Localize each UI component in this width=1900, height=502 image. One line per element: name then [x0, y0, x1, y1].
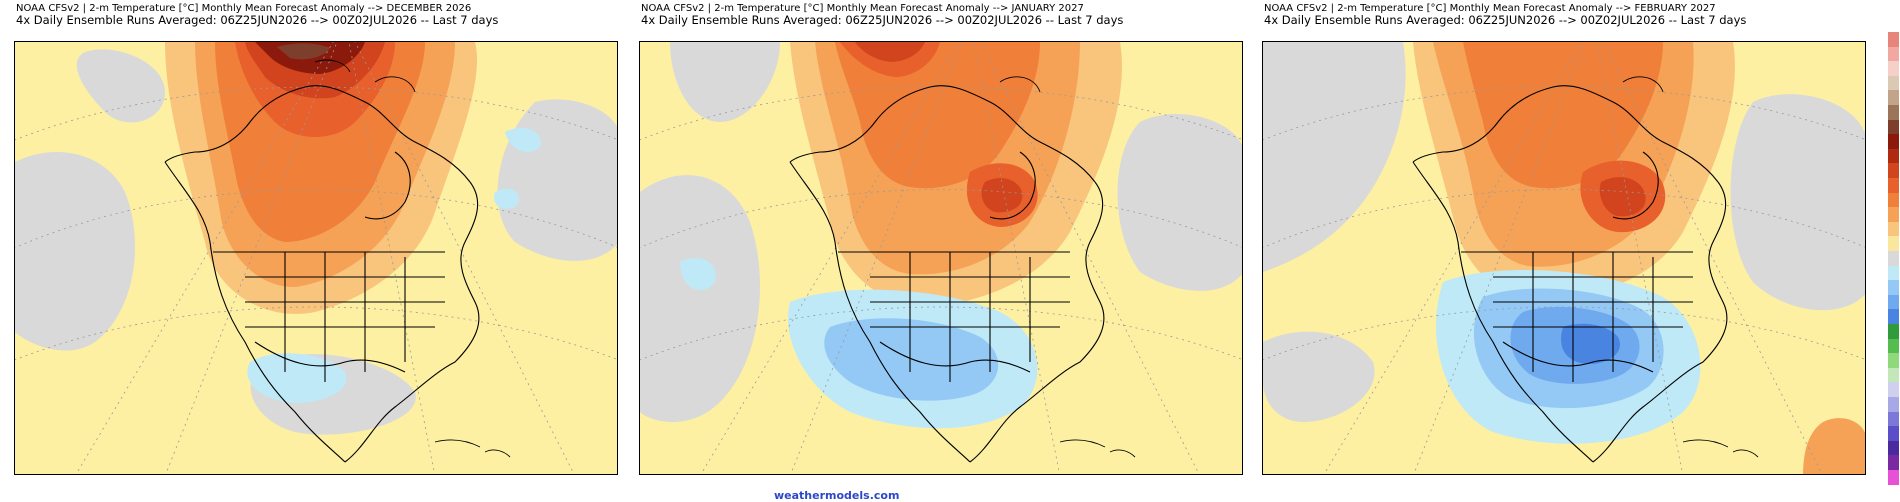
anomaly-map-december — [14, 41, 618, 475]
legend-swatch — [1888, 75, 1899, 91]
panel-title-line2: 4x Daily Ensemble Runs Averaged: 06Z25JU… — [1264, 13, 1747, 27]
legend-swatch — [1888, 455, 1899, 471]
legend-swatch — [1888, 105, 1899, 121]
legend-swatch — [1888, 324, 1899, 340]
legend-swatch — [1888, 309, 1899, 325]
legend-swatch — [1888, 411, 1899, 427]
panel-title-line1: NOAA CFSv2 | 2-m Temperature [°C] Monthl… — [16, 3, 472, 14]
map-graphic-december — [15, 42, 617, 474]
legend-swatch — [1888, 338, 1899, 354]
legend-swatch — [1888, 353, 1899, 369]
panel-title-december: NOAA CFSv2 | 2-m Temperature [°C] Monthl… — [16, 3, 498, 27]
legend-swatch — [1888, 178, 1899, 194]
legend-swatch — [1888, 426, 1899, 442]
map-graphic-january — [640, 42, 1242, 474]
legend-swatch — [1888, 265, 1899, 281]
legend-swatch — [1888, 192, 1899, 208]
legend-swatch — [1888, 148, 1899, 164]
legend-swatch — [1888, 134, 1899, 150]
legend-swatch — [1888, 367, 1899, 383]
panel-title-line1: NOAA CFSv2 | 2-m Temperature [°C] Monthl… — [1264, 3, 1716, 14]
legend-swatch — [1888, 90, 1899, 106]
legend-swatch — [1888, 119, 1899, 135]
legend-swatch — [1888, 32, 1899, 48]
legend-swatch — [1888, 46, 1899, 62]
legend-swatch — [1888, 470, 1899, 486]
legend-swatch — [1888, 251, 1899, 267]
anomaly-map-january — [639, 41, 1243, 475]
legend-swatch — [1888, 440, 1899, 456]
panel-title-january: NOAA CFSv2 | 2-m Temperature [°C] Monthl… — [641, 3, 1123, 27]
legend-swatch — [1888, 280, 1899, 296]
legend-swatch — [1888, 236, 1899, 252]
map-graphic-february — [1263, 42, 1865, 474]
legend-swatch — [1888, 61, 1899, 77]
anomaly-map-february — [1262, 41, 1866, 475]
panel-title-line1: NOAA CFSv2 | 2-m Temperature [°C] Monthl… — [641, 3, 1084, 14]
legend-swatch — [1888, 207, 1899, 223]
panel-title-february: NOAA CFSv2 | 2-m Temperature [°C] Monthl… — [1264, 3, 1746, 27]
legend-swatch — [1888, 397, 1899, 413]
legend-swatch — [1888, 163, 1899, 179]
legend-swatch — [1888, 221, 1899, 237]
panel-title-line2: 4x Daily Ensemble Runs Averaged: 06Z25JU… — [16, 13, 499, 27]
legend-swatch — [1888, 294, 1899, 310]
panel-title-line2: 4x Daily Ensemble Runs Averaged: 06Z25JU… — [641, 13, 1124, 27]
legend-swatch — [1888, 382, 1899, 398]
source-credit[interactable]: weathermodels.com — [774, 489, 900, 502]
